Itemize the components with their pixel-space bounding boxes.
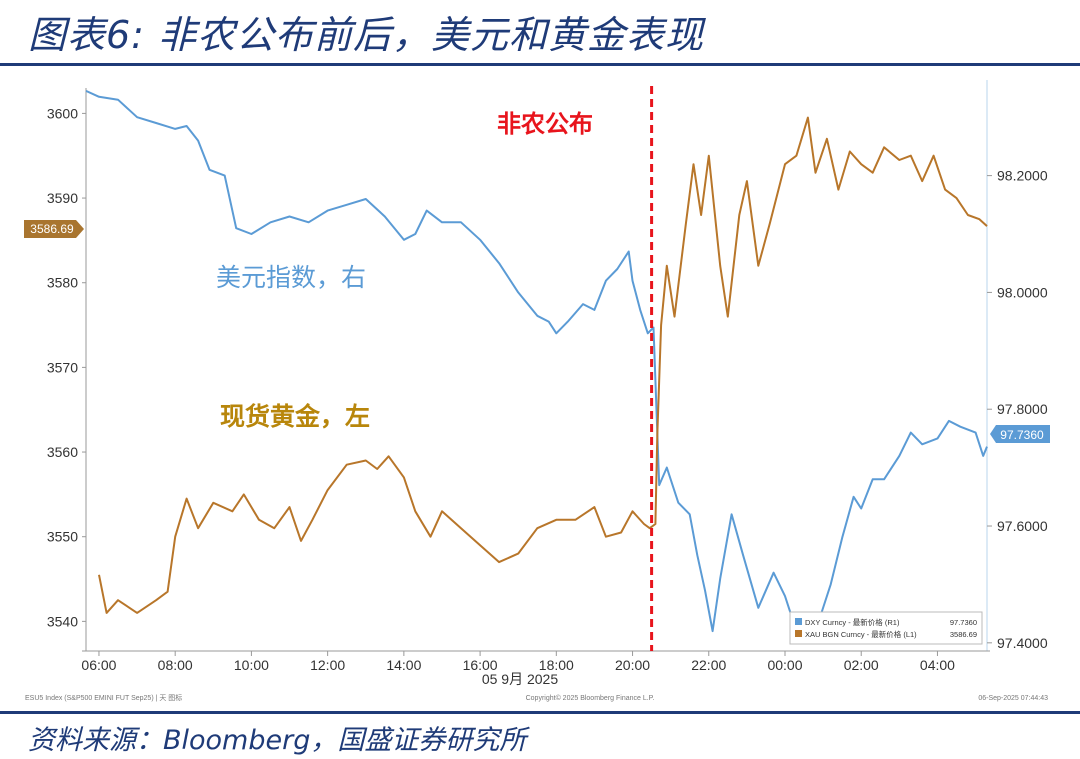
legend: DXY Curncy - 最新价格 (R1) 97.7360 XAU BGN C… xyxy=(789,611,983,645)
x-date-label: 05 9月 2025 xyxy=(482,671,558,687)
gold-price-line xyxy=(98,116,988,614)
chart-svg: 3540 3550 3560 3570 3580 3590 3600 97.4000 97.6… xyxy=(24,80,1050,702)
left-tick-label: 3590 xyxy=(47,190,78,206)
footnote-center: Copyright© 2025 Bloomberg Finance L.P. xyxy=(526,694,655,702)
x-tick-label: 04:00 xyxy=(920,657,955,673)
x-tick-label: 06:00 xyxy=(81,657,116,673)
chart-container: 3540 3550 3560 3570 3580 3590 3600 97.4000 97.6… xyxy=(0,66,1080,711)
legend-swatch-gold xyxy=(795,630,802,637)
footnote-left: ESU5 Index (S&P500 EMINI FUT Sep25) | 天 … xyxy=(25,693,182,702)
x-tick-label: 20:00 xyxy=(615,657,650,673)
legend-value-dxy: 97.7360 xyxy=(950,618,977,627)
dxy-index-line xyxy=(85,89,988,638)
right-tick-label: 97.4000 xyxy=(997,635,1048,651)
dxy-annotation: 美元指数，右 xyxy=(216,264,366,292)
legend-box xyxy=(789,611,983,645)
legend-value-gold: 3586.69 xyxy=(950,630,977,639)
left-tick-label: 3560 xyxy=(47,444,78,460)
right-tick-label: 98.0000 xyxy=(997,284,1048,300)
gold-last-badge: 3586.69 xyxy=(24,220,84,238)
source-divider xyxy=(0,711,1080,714)
legend-label-dxy: DXY Curncy - 最新价格 (R1) xyxy=(805,617,900,627)
x-tick-label: 08:00 xyxy=(158,657,193,673)
left-tick-label: 3540 xyxy=(47,613,78,629)
legend-swatch-dxy xyxy=(795,618,802,625)
x-tick-label: 00:00 xyxy=(767,657,802,673)
x-tick-label: 12:00 xyxy=(310,657,345,673)
right-tick-label: 97.8000 xyxy=(997,401,1048,417)
left-tick-label: 3570 xyxy=(47,359,78,375)
dxy-last-badge: 97.7360 xyxy=(990,425,1050,443)
x-tick-label: 18:00 xyxy=(539,657,574,673)
right-tick-label: 98.2000 xyxy=(997,168,1048,184)
x-tick-label: 02:00 xyxy=(844,657,879,673)
x-tick-label: 22:00 xyxy=(691,657,726,673)
event-label: 非农公布 xyxy=(497,110,593,138)
x-tick-label: 14:00 xyxy=(386,657,421,673)
footnote-right: 06-Sep-2025 07:44:43 xyxy=(978,695,1048,702)
x-tick-label: 16:00 xyxy=(463,657,498,673)
source-note: 资料来源：Bloomberg，国盛证券研究所 xyxy=(28,725,527,756)
x-tick-label: 10:00 xyxy=(234,657,269,673)
plot-area xyxy=(82,88,990,651)
left-tick-label: 3550 xyxy=(47,529,78,545)
dxy-last-value: 97.7360 xyxy=(1000,428,1044,442)
left-tick-label: 3580 xyxy=(47,275,78,291)
gold-last-value: 3586.69 xyxy=(30,222,74,236)
title-divider xyxy=(0,63,1080,66)
left-tick-label: 3600 xyxy=(47,105,78,121)
figure-title: 图表6: 非农公布前后，美元和黄金表现 xyxy=(28,13,705,57)
gold-annotation: 现货黄金，左 xyxy=(220,402,370,431)
right-tick-label: 97.6000 xyxy=(997,518,1048,534)
legend-label-gold: XAU BGN Curncy - 最新价格 (L1) xyxy=(805,629,917,639)
